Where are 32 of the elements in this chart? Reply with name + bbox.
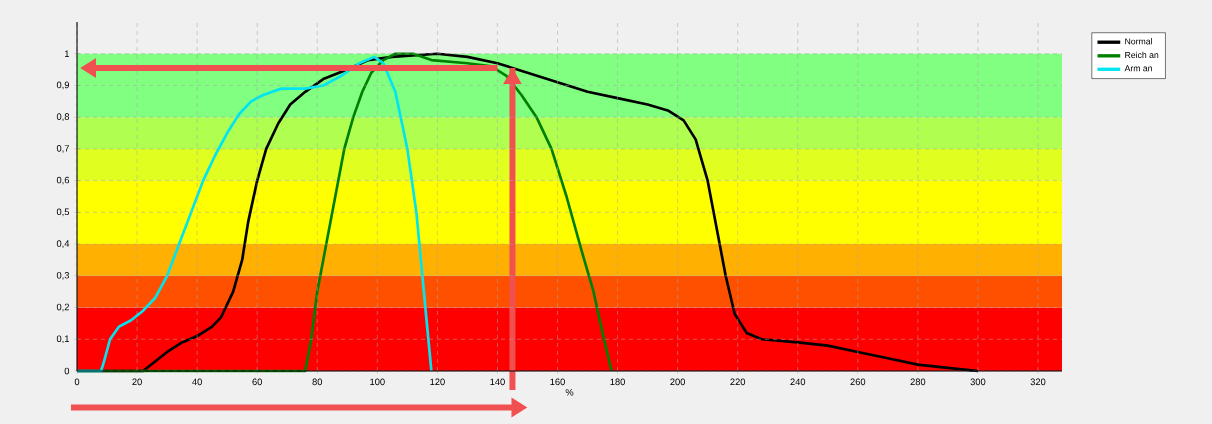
- x-tick-label: 280: [910, 378, 926, 386]
- y-tick-label: 0,4: [56, 240, 70, 248]
- x-tick-label: 60: [252, 378, 263, 386]
- x-tick-label: 180: [610, 378, 625, 386]
- y-tick-label: 0: [64, 367, 70, 375]
- x-tick-label: 100: [370, 378, 385, 386]
- legend-label: Arm an: [1124, 65, 1152, 72]
- y-tick-label: 0,6: [56, 176, 70, 185]
- y-tick-label: 1: [64, 50, 69, 57]
- x-tick-label: 160: [550, 378, 565, 386]
- x-tick-label: 140: [490, 378, 505, 386]
- x-tick-label: 200: [670, 378, 686, 386]
- x-axis-title: %: [565, 388, 574, 396]
- y-tick-label: 0,1: [56, 335, 69, 344]
- x-tick-label: 240: [790, 378, 806, 386]
- x-tick-label: 0: [74, 378, 80, 386]
- x-tick-label: 80: [312, 378, 323, 386]
- x-tick-label: 120: [430, 378, 445, 386]
- legend-label: Normal: [1125, 38, 1152, 45]
- x-tick-label: 320: [1030, 378, 1046, 386]
- x-tick-label: 40: [192, 378, 202, 386]
- y-tick-label: 0,2: [56, 303, 69, 312]
- y-tick-label: 0,5: [56, 208, 70, 217]
- x-tick-label: 260: [850, 378, 866, 386]
- x-tick-label: 20: [132, 378, 142, 386]
- y-tick-label: 0,9: [56, 81, 70, 90]
- y-tick-label: 0,7: [56, 145, 69, 153]
- x-tick-label: 220: [730, 378, 746, 386]
- legend-label: Reich an: [1125, 51, 1159, 59]
- x-tick-label: 300: [970, 378, 986, 386]
- y-tick-label: 0,8: [56, 113, 70, 122]
- y-tick-label: 0,3: [56, 271, 70, 280]
